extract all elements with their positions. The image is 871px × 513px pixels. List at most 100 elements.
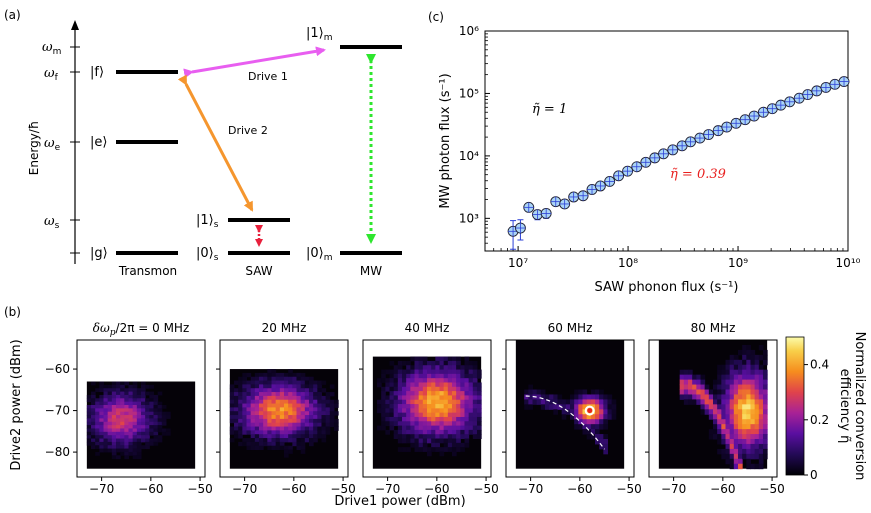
heatmap-cell (586, 419, 592, 425)
heatmap-cell (422, 421, 428, 427)
heatmap-cell (422, 442, 428, 448)
heatmap-cell (377, 378, 382, 383)
heatmap-cell (422, 356, 428, 362)
heatmap-cell (141, 388, 146, 393)
heatmap-cell (443, 412, 449, 418)
heatmap-cell (300, 407, 306, 412)
heatmap-cell (427, 382, 432, 388)
heatmap-cell (729, 354, 735, 361)
heatmap-cell (762, 389, 768, 395)
heatmap-cell (750, 374, 756, 381)
heatmap-cell (120, 428, 125, 433)
heatmap-cell (746, 404, 751, 410)
heatmap-cell (259, 438, 264, 443)
heatmap-cell (136, 431, 142, 436)
heatmap-cell (128, 451, 134, 456)
heatmap-cell (447, 429, 453, 435)
heatmap-cell (313, 407, 318, 412)
heatmap-cell (250, 395, 256, 401)
heatmap-cell (402, 408, 407, 414)
heatmap-cell (124, 388, 130, 393)
heatmap-cell (393, 391, 399, 396)
heatmap-cell (443, 356, 449, 362)
heatmap-cell (145, 435, 150, 440)
heatmap-cell (737, 434, 743, 440)
heatmap-cell (565, 399, 571, 405)
heatmap-cell (111, 421, 117, 426)
heatmap-cell (111, 451, 117, 456)
heatmap-cell (385, 378, 391, 383)
heatmap-cell (242, 411, 248, 416)
heatmap-cell (317, 399, 322, 405)
heatmap-cell (385, 404, 391, 409)
heatmap-cell (385, 408, 391, 414)
heatmap-cell (737, 419, 743, 425)
heatmap-cell (250, 403, 256, 408)
heatmap-x-tick-label: −70 (661, 482, 686, 496)
heatmap-cell (406, 360, 411, 366)
heatmap-cell (468, 391, 474, 396)
heatmap-cell (136, 421, 142, 426)
heatmap-cell (116, 445, 121, 450)
heatmap-cell (607, 404, 613, 410)
heatmap-cell (275, 376, 281, 382)
heatmap-cell (284, 399, 289, 405)
heatmap-cell (733, 414, 739, 420)
heatmap-cell (746, 453, 751, 460)
heatmap-cell (708, 409, 714, 415)
heatmap-cell (267, 399, 273, 405)
heatmap-cell (149, 398, 154, 403)
heatmap-cell (242, 438, 248, 443)
heatmap-cell (91, 435, 96, 440)
heatmap-cell (708, 414, 714, 420)
heatmap-frame (219, 339, 349, 478)
heatmap-cell (317, 415, 322, 420)
heatmap-cell (679, 384, 685, 390)
heatmap-cell (704, 384, 710, 390)
heatmap-cell (136, 411, 142, 416)
heatmap-cell (683, 379, 689, 386)
heatmap-cell (116, 401, 121, 406)
heatmap-panel: 40 MHz−70 −60 −50 (359, 321, 499, 496)
heatmap-cell (229, 392, 235, 397)
heatmap-cell (439, 429, 445, 435)
heatmap-cell (451, 442, 457, 448)
heatmap-cell (304, 403, 310, 408)
heatmap-cell (746, 359, 751, 366)
heatmap-cell (435, 356, 440, 362)
heatmap-cell (238, 411, 243, 416)
heatmap-cell (713, 409, 718, 415)
heatmap-cell (246, 426, 252, 431)
heatmap-cell (582, 424, 588, 430)
heatmap-cell (103, 408, 109, 413)
heatmap-cell (704, 409, 710, 415)
heatmap-cell (443, 369, 449, 375)
heatmap-cell (246, 395, 252, 401)
heatmap-cell (729, 453, 735, 460)
heatmap-cell (397, 373, 403, 379)
heatmap-cell (329, 422, 335, 428)
x-axis-label: SAW phonon flux (s⁻¹) (595, 280, 739, 295)
heatmap-cell (435, 434, 440, 440)
heatmap-cell (381, 391, 386, 396)
heatmap-cell (124, 404, 130, 409)
heatmap-cell (254, 380, 260, 385)
heatmap-cell (103, 448, 109, 453)
heatmap-cell (582, 409, 588, 415)
heatmap-cell (149, 415, 154, 419)
state-e: |e⟩ (90, 135, 107, 150)
heatmap-cell (418, 404, 424, 409)
heatmap-cell (259, 388, 264, 393)
heatmap-cell (157, 408, 163, 413)
heatmap-cell (574, 394, 579, 400)
heatmap-cell (733, 389, 739, 395)
heatmap-cell (754, 379, 760, 386)
heatmap-cell (389, 382, 395, 388)
heatmap-cell (242, 418, 248, 424)
heatmap-cell (111, 388, 117, 393)
heatmap-cell (688, 394, 693, 400)
heatmap-cell (725, 438, 731, 445)
heatmap-cell (603, 399, 608, 405)
heatmap-cell (582, 414, 588, 420)
heatmap-cell (464, 395, 470, 401)
